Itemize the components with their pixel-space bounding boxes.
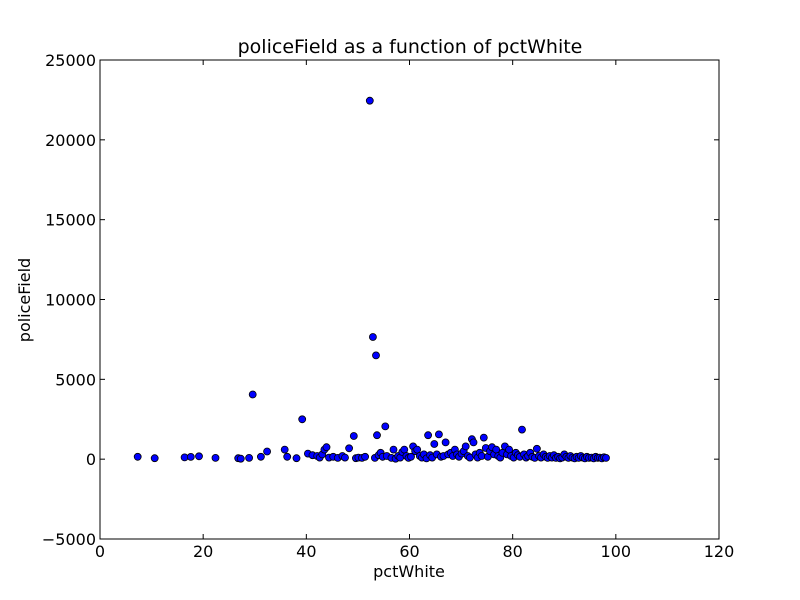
y-tick-label: −5000: [42, 530, 96, 549]
data-points: [133, 96, 610, 463]
x-tick-label: 100: [601, 542, 632, 561]
data-point: [345, 444, 354, 453]
data-point: [245, 453, 254, 462]
data-point: [365, 96, 374, 105]
data-point: [150, 454, 159, 463]
data-point: [373, 431, 381, 440]
data-point: [195, 452, 203, 461]
data-point: [361, 452, 370, 461]
data-point: [256, 452, 265, 461]
data-point: [298, 415, 307, 424]
data-point: [424, 431, 433, 440]
data-point: [389, 445, 398, 454]
data-point: [469, 438, 478, 447]
data-point: [381, 422, 390, 431]
data-point: [280, 445, 289, 454]
data-point: [479, 433, 488, 442]
x-tick-label: 80: [502, 542, 522, 561]
data-point: [186, 452, 195, 461]
x-tick-label: 0: [95, 542, 105, 561]
data-point: [322, 443, 331, 452]
data-point: [533, 444, 541, 453]
y-axis-label: policeField: [15, 258, 34, 342]
data-point: [434, 430, 443, 439]
data-point: [133, 452, 142, 461]
data-point: [292, 454, 301, 463]
data-point: [341, 453, 349, 462]
x-tick-label: 20: [193, 542, 213, 561]
plot-frame: [99, 59, 720, 540]
data-point: [263, 447, 272, 456]
data-point: [441, 438, 450, 447]
x-tick-label: 60: [399, 542, 419, 561]
data-point: [236, 454, 245, 463]
y-tick-label: 10000: [45, 291, 96, 310]
data-point: [372, 351, 380, 360]
data-point: [518, 425, 526, 434]
y-tick-label: 20000: [45, 131, 96, 150]
data-point: [211, 453, 220, 462]
y-tick-label: 0: [86, 450, 96, 469]
data-point: [413, 445, 422, 454]
y-tick-label: 25000: [45, 51, 96, 70]
x-axis-label: pctWhite: [373, 562, 445, 581]
data-point: [505, 445, 514, 454]
data-point: [248, 390, 257, 399]
x-tick-label: 40: [296, 542, 316, 561]
x-tick-label: 120: [704, 542, 735, 561]
data-point: [349, 432, 358, 440]
data-point: [461, 442, 470, 451]
y-tick-label: 5000: [55, 370, 96, 389]
y-tick-label: 15000: [45, 211, 96, 230]
data-point: [430, 440, 439, 448]
axis-ticks: 0 20 40 60 80 100 120−500005000100001500020000…: [42, 51, 734, 561]
data-point: [283, 452, 292, 461]
data-point: [368, 333, 377, 341]
data-point: [400, 445, 409, 454]
chart-title: policeField as a function of pctWhite: [238, 36, 583, 58]
data-point: [602, 453, 610, 462]
data-point: [407, 452, 415, 461]
